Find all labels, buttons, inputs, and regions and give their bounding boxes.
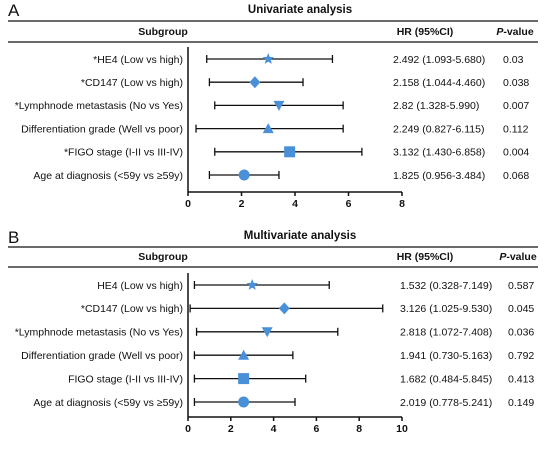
hr-ci-text: 2.492 (1.093-5.680) bbox=[393, 54, 485, 66]
tick-label: 8 bbox=[356, 423, 362, 435]
x-axis: 0 2 4 6 8 bbox=[185, 47, 405, 210]
tick-label: 8 bbox=[399, 198, 405, 210]
p-value-text: 0.792 bbox=[508, 350, 534, 362]
forest-row: *Lymphnode metastasis (No vs Yes) 2.82 (1… bbox=[15, 100, 530, 112]
hr-point-square bbox=[238, 373, 250, 385]
hr-point-diamond bbox=[278, 302, 290, 315]
p-value-text: 0.587 bbox=[508, 280, 534, 292]
hr-point-square bbox=[284, 146, 296, 158]
forest-rows: *HE4 (Low vs high) 2.492 (1.093-5.680) 0.0… bbox=[15, 53, 530, 182]
hr-point-star bbox=[246, 279, 258, 290]
hr-point-diamond bbox=[249, 76, 261, 89]
row-label: HE4 (Low vs high) bbox=[97, 280, 183, 292]
hr-ci-text: 2.019 (0.778-5.241) bbox=[400, 397, 492, 409]
forest-row: Differentiation grade (Well vs poor) 2.24… bbox=[21, 123, 529, 135]
p-value-text: 0.068 bbox=[503, 170, 529, 182]
header-pvalue: P-value bbox=[496, 26, 534, 38]
hr-ci-text: 2.158 (1.044-4.460) bbox=[393, 77, 485, 89]
hr-point-triangle-down bbox=[273, 100, 285, 111]
forest-row: *CD147 (Low vs high) 2.158 (1.044-4.460) 0… bbox=[81, 76, 529, 89]
p-value-text: 0.03 bbox=[503, 54, 524, 66]
forest-row: *CD147 (Low vs high) 3.126 (1.025-9.530) 0… bbox=[81, 302, 534, 315]
row-label: *Lymphnode metastasis (No vs Yes) bbox=[15, 100, 183, 112]
forest-row: Age at diagnosis (<59y vs ≥59y) 1.825 (0.… bbox=[33, 169, 529, 182]
row-label: Differentiation grade (Well vs poor) bbox=[21, 123, 183, 135]
hr-point-star bbox=[262, 53, 274, 64]
p-value-text: 0.038 bbox=[503, 77, 529, 89]
header-pvalue: P-value bbox=[499, 251, 537, 263]
header-subgroup: Subgroup bbox=[138, 251, 188, 263]
header-hr: HR (95%Cl) bbox=[397, 251, 454, 263]
tick-label: 4 bbox=[271, 423, 277, 435]
panel-label-a: A bbox=[8, 1, 20, 20]
hr-ci-text: 2.249 (0.827-6.115) bbox=[393, 123, 484, 135]
p-value-text: 0.036 bbox=[508, 327, 534, 339]
tick-label: 0 bbox=[185, 198, 191, 210]
hr-point-circle bbox=[238, 396, 250, 408]
hr-ci-text: 1.532 (0.328-7.149) bbox=[400, 280, 492, 292]
p-value-text: 0.007 bbox=[503, 100, 529, 112]
panel-multivariate: B Multivariate analysis Subgroup HR (95%… bbox=[8, 228, 538, 435]
row-label: *CD147 (Low vs high) bbox=[81, 77, 183, 89]
row-label: *CD147 (Low vs high) bbox=[81, 303, 183, 315]
p-value-text: 0.004 bbox=[503, 147, 529, 159]
hr-ci-text: 1.682 (0.484-5.845) bbox=[400, 373, 492, 385]
tick-label: 2 bbox=[228, 423, 234, 435]
tick-label: 2 bbox=[239, 198, 245, 210]
hr-ci-text: 2.82 (1.328-5.990) bbox=[393, 100, 479, 112]
row-label: Differentiation grade (Well vs poor) bbox=[21, 350, 183, 362]
forest-row: Age at diagnosis (<59y vs ≥59y) 2.019 (0.… bbox=[33, 396, 534, 409]
forest-row: *Lymphnode metastasis (No vs Yes) 2.818 (… bbox=[15, 327, 535, 339]
row-label: *HE4 (Low vs high) bbox=[93, 54, 183, 66]
p-value-text: 0.413 bbox=[508, 373, 534, 385]
forest-row: *FIGO stage (I-II vs III-IV) 3.132 (1.430… bbox=[64, 146, 529, 159]
row-label: FIGO stage (I-II vs III-IV) bbox=[68, 373, 183, 385]
panel-univariate: A Univariate analysis Subgroup HR (95%CI… bbox=[8, 1, 538, 210]
row-label: *FIGO stage (I-II vs III-IV) bbox=[64, 147, 183, 159]
forest-row: *HE4 (Low vs high) 2.492 (1.093-5.680) 0.0… bbox=[93, 53, 524, 66]
forest-row: FIGO stage (I-II vs III-IV) 1.682 (0.484-… bbox=[68, 373, 534, 385]
forest-row: Differentiation grade (Well vs poor) 1.94… bbox=[21, 349, 534, 362]
hr-ci-text: 3.126 (1.025-9.530) bbox=[400, 303, 492, 315]
chart-title-multivariate: Multivariate analysis bbox=[244, 230, 357, 242]
tick-label: 10 bbox=[396, 423, 408, 435]
tick-label: 0 bbox=[185, 423, 191, 435]
hr-point-circle bbox=[238, 169, 250, 181]
p-value-text: 0.112 bbox=[503, 123, 529, 135]
row-label: Age at diagnosis (<59y vs ≥59y) bbox=[33, 397, 183, 409]
forest-row: HE4 (Low vs high) 1.532 (0.328-7.149) 0.58… bbox=[97, 279, 534, 292]
header-hr: HR (95%CI) bbox=[397, 26, 454, 38]
tick-label: 4 bbox=[292, 198, 298, 210]
p-value-text: 0.149 bbox=[508, 397, 534, 409]
hr-ci-text: 2.818 (1.072-7.408) bbox=[400, 327, 492, 339]
hr-ci-text: 3.132 (1.430-6.858) bbox=[393, 147, 485, 159]
panel-label-b: B bbox=[8, 228, 19, 247]
tick-label: 6 bbox=[313, 423, 319, 435]
hr-point-triangle-up bbox=[238, 349, 250, 360]
tick-label: 6 bbox=[346, 198, 352, 210]
forest-rows: HE4 (Low vs high) 1.532 (0.328-7.149) 0.58… bbox=[15, 279, 535, 409]
x-axis: 0 2 4 6 8 10 bbox=[185, 273, 408, 435]
row-label: *Lymphnode metastasis (No vs Yes) bbox=[15, 327, 183, 339]
p-value-text: 0.045 bbox=[508, 303, 534, 315]
hr-ci-text: 1.825 (0.956-3.484) bbox=[393, 170, 485, 182]
hr-point-triangle-up bbox=[262, 123, 274, 134]
hr-ci-text: 1.941 (0.730-5.163) bbox=[400, 350, 492, 362]
row-label: Age at diagnosis (<59y vs ≥59y) bbox=[33, 170, 183, 182]
hr-point-triangle-down bbox=[261, 327, 273, 338]
header-subgroup: Subgroup bbox=[138, 26, 188, 38]
chart-title-univariate: Univariate analysis bbox=[248, 4, 352, 16]
